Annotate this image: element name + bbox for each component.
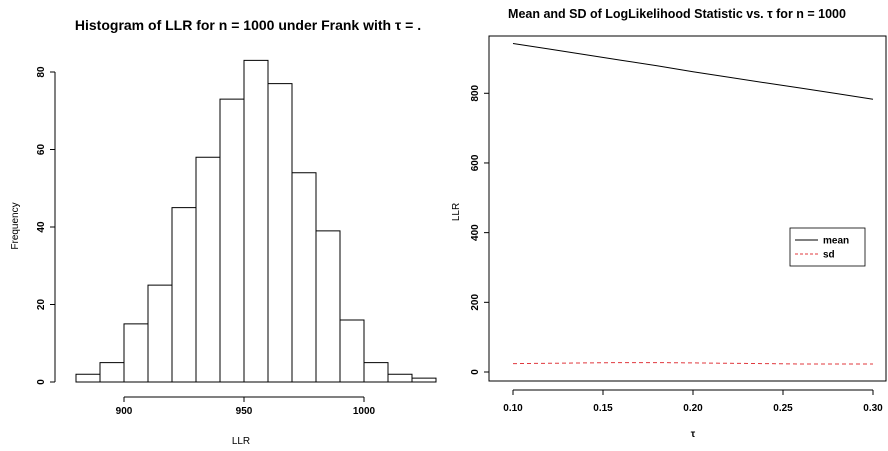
histogram-panel: Histogram of LLR for n = 1000 under Fran… [10, 17, 437, 447]
legend-sd-label: sd [823, 250, 835, 261]
line-chart-panel: Mean and SD of LogLikelihood Statistic v… [451, 7, 887, 440]
line-chart-series [512, 43, 874, 365]
legend-box [789, 227, 866, 267]
histogram-bar [195, 156, 221, 383]
line-chart-plot-box [488, 35, 887, 382]
histogram-bars [75, 59, 437, 383]
histogram-x-tick-label: 1000 [353, 406, 376, 417]
histogram-bar [363, 362, 389, 383]
histogram-bar [267, 83, 293, 383]
histogram-x-tick-label: 950 [236, 406, 253, 417]
histogram-bar [243, 59, 269, 383]
line-chart-title: Mean and SD of LogLikelihood Statistic v… [508, 7, 846, 21]
line-chart-y-tick-label: 600 [470, 154, 481, 171]
line-chart-x-label: τ [691, 429, 696, 440]
legend-mean-label: mean [823, 236, 849, 247]
line-chart-x-tick-label: 0.30 [863, 403, 883, 414]
histogram-bar [75, 373, 101, 383]
histogram-x-tick-label: 900 [116, 406, 133, 417]
line-chart-x-tick-label: 0.10 [503, 403, 523, 414]
series-line-mean [512, 43, 874, 100]
histogram-bar [339, 319, 365, 383]
histogram-bar [411, 377, 437, 383]
histogram-y-tick-label: 0 [36, 379, 47, 385]
histogram-y-tick-label: 60 [36, 144, 47, 156]
line-chart-legend: mean sd [789, 227, 866, 267]
histogram-x-axis: 900 950 1000 [116, 396, 376, 417]
line-chart-y-axis: 0 200 400 600 800 [470, 85, 490, 375]
line-chart-y-tick-label: 200 [470, 294, 481, 311]
histogram-title: Histogram of LLR for n = 1000 under Fran… [75, 17, 421, 33]
histogram-y-tick-label: 40 [36, 221, 47, 233]
histogram-bar [219, 98, 245, 383]
histogram-bar [291, 172, 317, 383]
histogram-bar [387, 373, 413, 383]
series-line-sd [512, 362, 873, 365]
line-chart-x-tick-label: 0.15 [593, 403, 613, 414]
histogram-y-label: Frequency [10, 202, 21, 249]
histogram-bar [171, 207, 197, 383]
line-chart-x-tick-label: 0.20 [683, 403, 703, 414]
line-chart-y-tick-label: 800 [470, 85, 481, 102]
line-chart-y-label: LLR [451, 203, 462, 221]
histogram-bar [147, 284, 173, 383]
line-chart-y-tick-label: 400 [470, 224, 481, 241]
line-chart-x-axis: 0.10 0.15 0.20 0.25 0.30 [503, 389, 883, 414]
histogram-y-tick-label: 80 [36, 66, 47, 78]
histogram-y-tick-label: 20 [36, 299, 47, 311]
line-chart-y-tick-label: 0 [470, 369, 481, 375]
histogram-bar [315, 230, 341, 383]
line-chart-x-tick-label: 0.25 [773, 403, 793, 414]
histogram-y-axis: 0 20 40 60 80 [36, 66, 56, 385]
histogram-bar [123, 323, 149, 383]
histogram-x-label: LLR [232, 436, 250, 447]
histogram-bar [99, 362, 125, 383]
